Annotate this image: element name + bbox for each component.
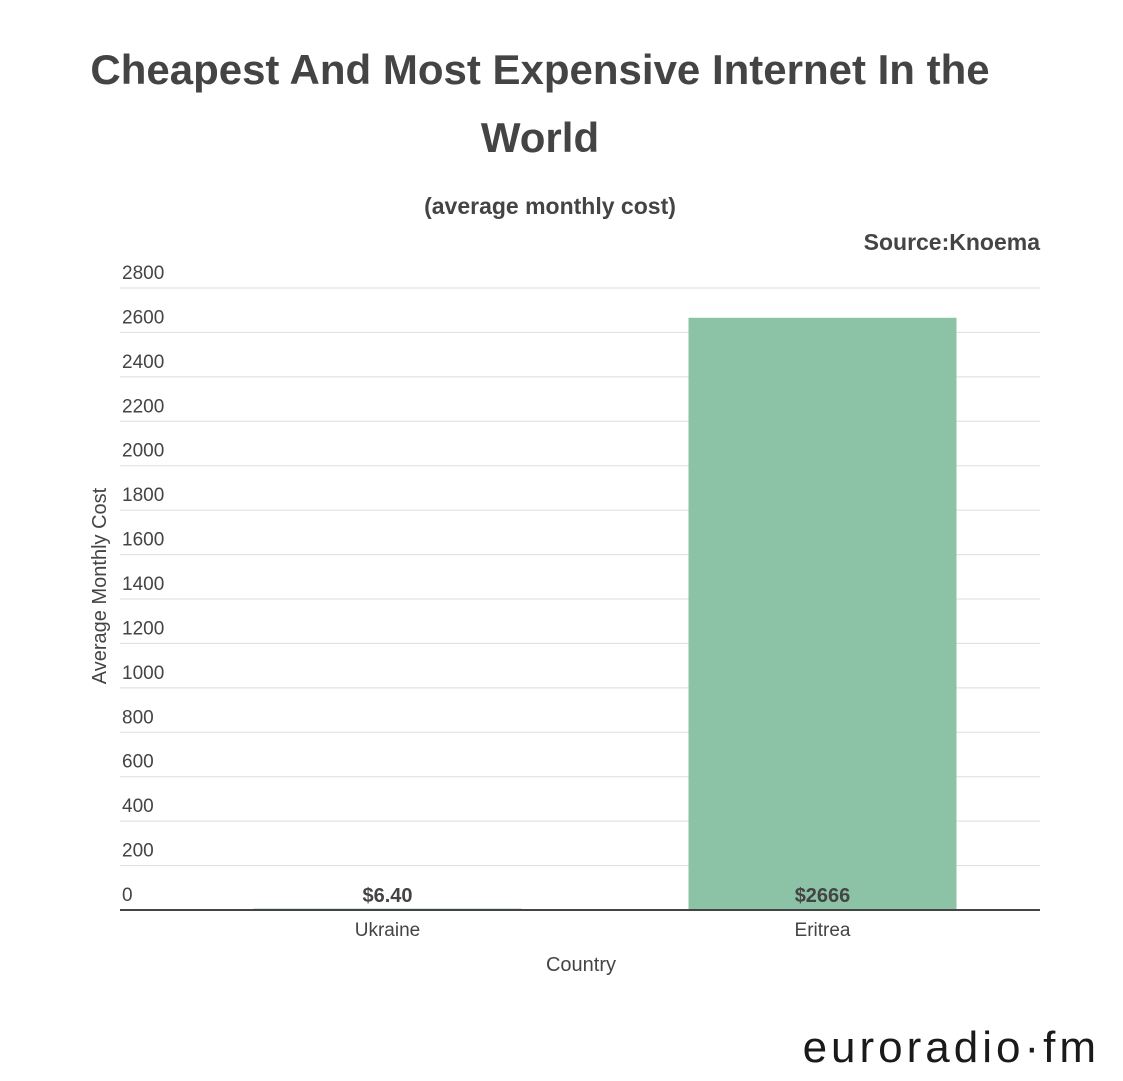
y-tick-label: 2800 — [122, 263, 164, 284]
y-tick-label: 600 — [122, 752, 154, 773]
chart-title: Cheapest And Most Expensive Internet In … — [90, 46, 990, 161]
y-tick-label: 2000 — [122, 441, 164, 462]
bar — [688, 317, 957, 910]
x-axis-label: Country — [546, 954, 616, 976]
source: Source:Knoema — [864, 229, 1041, 255]
value-label: $2666 — [795, 885, 851, 907]
y-tick-label: 2200 — [122, 396, 164, 417]
y-axis-label: Average Monthly Cost — [89, 487, 111, 684]
y-tick-label: 1200 — [122, 618, 164, 639]
y-tick-label: 1000 — [122, 663, 164, 684]
y-tick-label: 2400 — [122, 352, 164, 373]
y-tick-label: 800 — [122, 707, 154, 728]
y-tick-label: 1600 — [122, 530, 164, 551]
value-label: $6.40 — [362, 885, 412, 907]
y-tick-label: 2600 — [122, 307, 164, 328]
y-tick-label: 400 — [122, 796, 154, 817]
x-tick-label: Ukraine — [355, 920, 420, 941]
y-tick-label: 200 — [122, 841, 154, 862]
y-tick-label: 1400 — [122, 574, 164, 595]
y-tick-label: 1800 — [122, 485, 164, 506]
logo: euroradio·fm — [803, 1023, 1100, 1072]
y-tick-label: 0 — [122, 885, 133, 906]
chart-subtitle: (average monthly cost) — [424, 193, 676, 219]
x-tick-label: Eritrea — [795, 920, 851, 941]
